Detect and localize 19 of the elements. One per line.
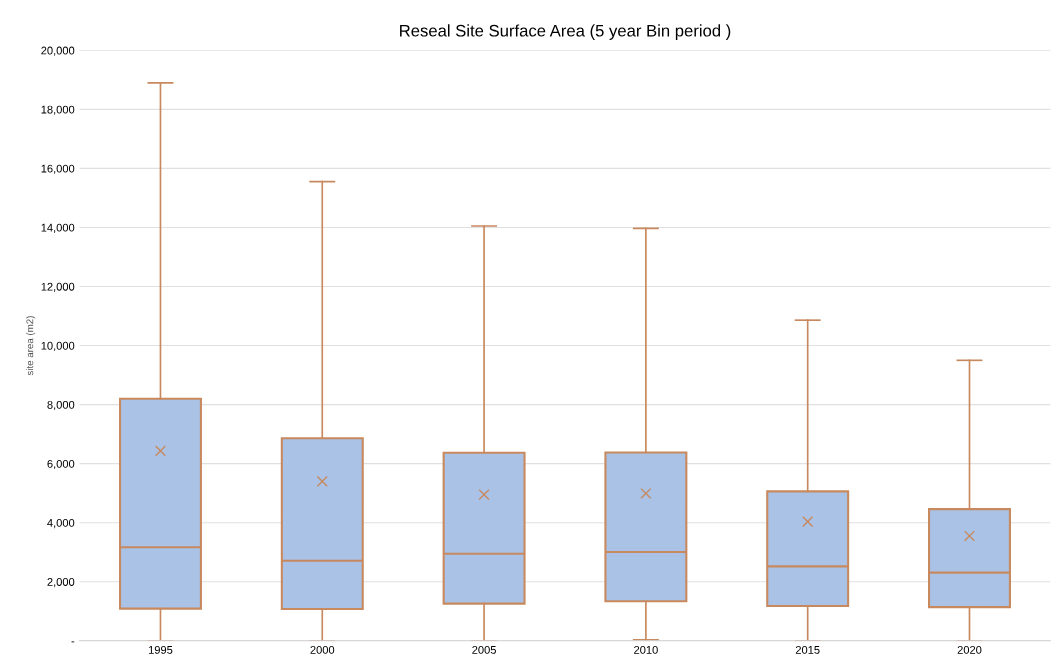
y-tick-label: 20,000 <box>41 46 75 56</box>
y-tick-label: 10,000 <box>41 341 75 352</box>
y-tick-label: 2,000 <box>47 578 75 588</box>
y-tick-label: 6,000 <box>47 459 75 470</box>
y-tick-label: 4,000 <box>47 518 75 529</box>
x-tick-label: 2000 <box>310 645 335 654</box>
x-tick-label: 2015 <box>795 645 820 654</box>
x-tick-label: 2020 <box>957 645 982 654</box>
y-tick-label: 16,000 <box>41 164 75 174</box>
x-tick-label: 2010 <box>634 645 658 654</box>
y-tick-label: - <box>71 641 75 643</box>
chart-title: Reseal Site Surface Area (5 year Bin period ) <box>400 24 731 40</box>
y-tick-label: 18,000 <box>41 105 75 115</box>
y-tick-label: 12,000 <box>41 282 75 292</box>
x-tick-label: 2005 <box>472 645 496 654</box>
x-tick-label: 1995 <box>148 645 173 654</box>
y-axis-title: site area (m2) <box>26 316 36 376</box>
y-tick-label: 14,000 <box>41 223 75 233</box>
y-tick-label: 8,000 <box>47 400 75 411</box>
